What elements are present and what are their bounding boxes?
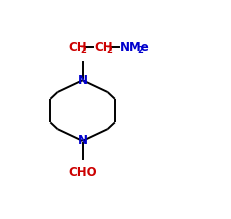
Text: CH: CH <box>94 41 113 54</box>
Text: 2: 2 <box>80 46 86 55</box>
Text: N: N <box>78 74 88 87</box>
Text: 2: 2 <box>106 46 112 55</box>
Text: 2: 2 <box>138 46 144 55</box>
Text: CH: CH <box>68 41 87 54</box>
Text: CHO: CHO <box>68 166 97 180</box>
Text: N: N <box>78 134 88 147</box>
Text: NMe: NMe <box>120 41 150 54</box>
